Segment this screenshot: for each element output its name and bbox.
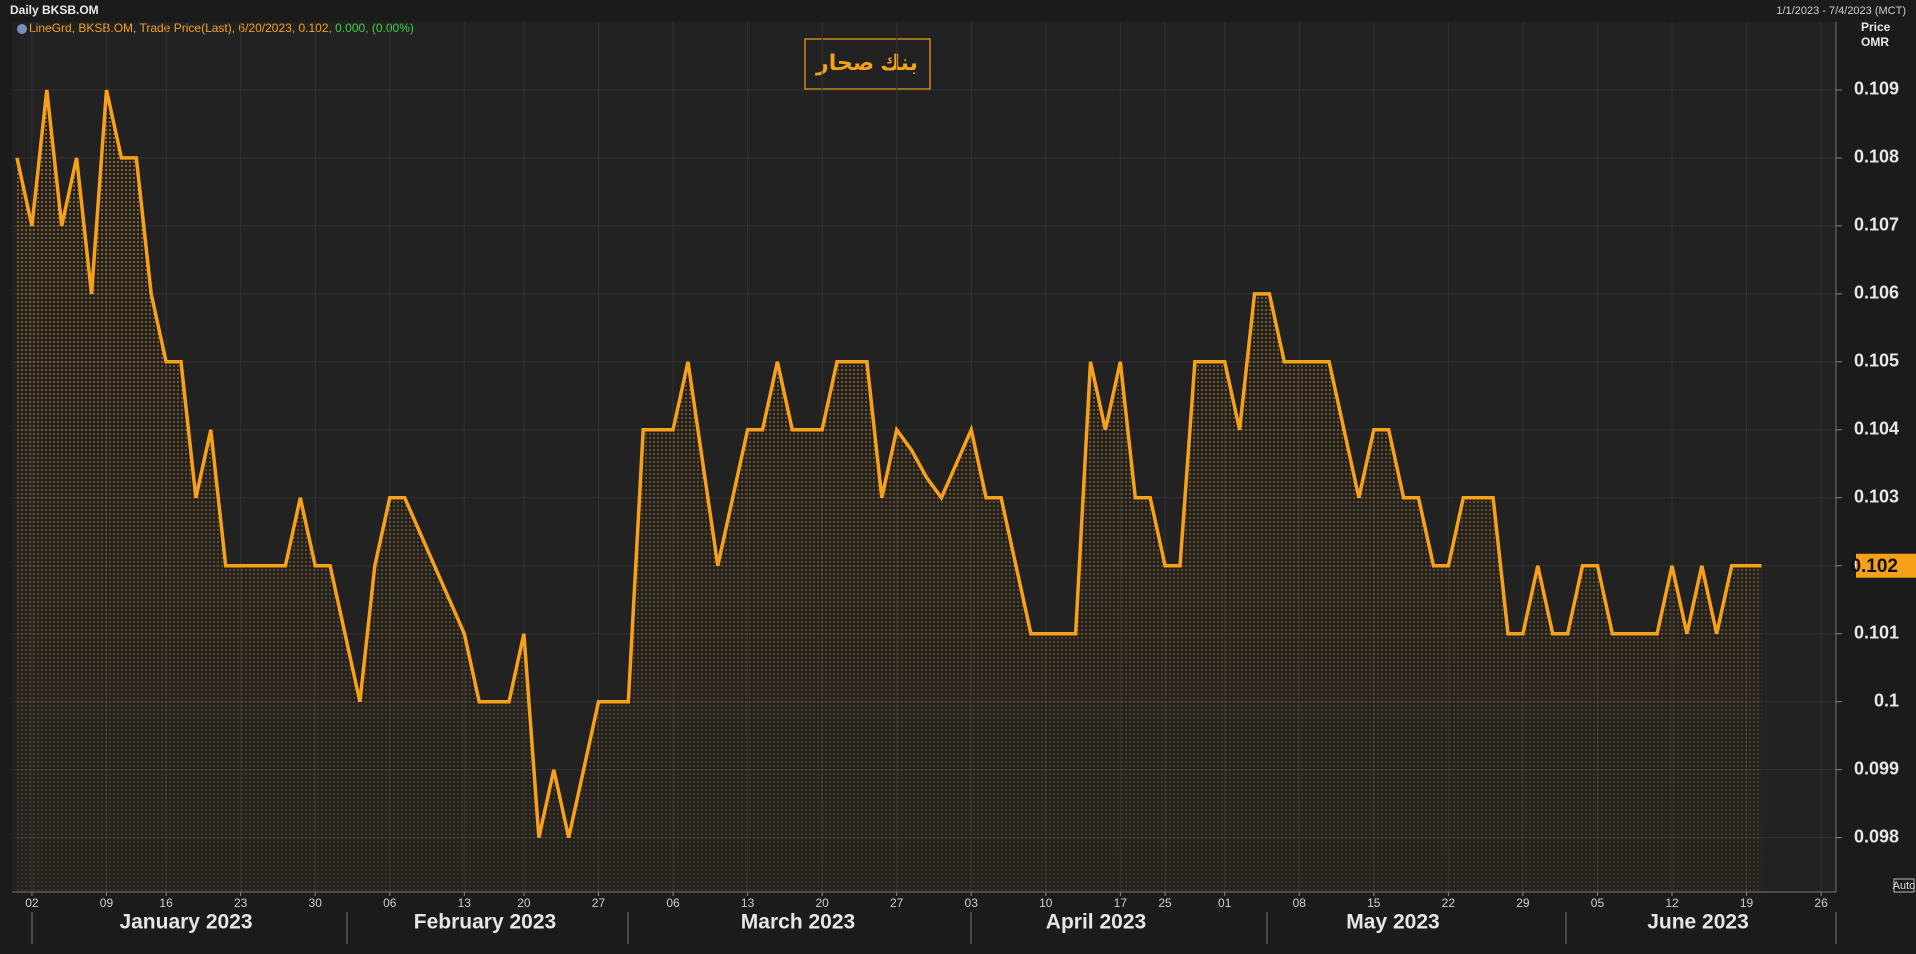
x-tick-label: 22 bbox=[1442, 896, 1456, 910]
legend-text: LineGrd, BKSB.OM, Trade Price(Last), 6/2… bbox=[29, 21, 335, 35]
x-tick-label: 13 bbox=[458, 896, 472, 910]
x-tick-label: 25 bbox=[1158, 896, 1172, 910]
line bbox=[15, 89, 1762, 838]
legend-change: 0.000, (0.00%) bbox=[335, 21, 414, 35]
x-tick-label: 03 bbox=[965, 896, 979, 910]
scale-box bbox=[1893, 878, 1915, 893]
month-label: February 2023 bbox=[414, 911, 556, 934]
last-value-box bbox=[1856, 553, 1916, 578]
x-tick-label: 29 bbox=[1516, 896, 1530, 910]
y-tick-label: 0.109 bbox=[1854, 79, 1899, 99]
x-tick-label: 27 bbox=[890, 896, 904, 910]
y-tick-label: 0.104 bbox=[1854, 419, 1899, 439]
last-value-label: 0.102 bbox=[1850, 556, 1898, 577]
x-tick-label: 09 bbox=[100, 896, 114, 910]
x-tick-label: 05 bbox=[1591, 896, 1605, 910]
x-tick-label: 13 bbox=[741, 896, 755, 910]
x-tick-label: 08 bbox=[1293, 896, 1307, 910]
x-tick-label: 06 bbox=[383, 896, 397, 910]
x-tick-label: 27 bbox=[592, 896, 606, 910]
title-box bbox=[804, 38, 931, 90]
month-label: January 2023 bbox=[119, 911, 252, 934]
x-tick-label: 30 bbox=[309, 896, 323, 910]
y-tick-label: 0.106 bbox=[1854, 283, 1899, 303]
y-axis-label: OMR bbox=[1861, 35, 1889, 49]
y-tick-label: 0.103 bbox=[1854, 487, 1899, 507]
area bbox=[17, 90, 1762, 892]
x-tick-label: 26 bbox=[1814, 896, 1828, 910]
y-axis-label: Price bbox=[1861, 20, 1891, 34]
month-label: June 2023 bbox=[1647, 911, 1749, 934]
x-tick-label: 01 bbox=[1218, 896, 1232, 910]
header: Daily BKSB.OM bbox=[10, 3, 99, 17]
month-label: May 2023 bbox=[1346, 911, 1439, 934]
x-tick-label: 16 bbox=[159, 896, 173, 910]
x-tick-label: 17 bbox=[1114, 896, 1128, 910]
month-label: April 2023 bbox=[1046, 911, 1146, 934]
chart-title: بنك صحار bbox=[815, 50, 918, 75]
x-tick-label: 19 bbox=[1740, 896, 1754, 910]
y-tick-label: 0.107 bbox=[1854, 215, 1899, 235]
legend: LineGrd, BKSB.OM, Trade Price(Last), 6/2… bbox=[29, 21, 414, 35]
x-tick-label: 06 bbox=[666, 896, 680, 910]
x-tick-label: 12 bbox=[1665, 896, 1679, 910]
y-tick-label: 0.108 bbox=[1854, 147, 1899, 167]
x-tick-label: 20 bbox=[517, 896, 531, 910]
x-tick-label: 10 bbox=[1039, 896, 1053, 910]
y-tick-label: 0.098 bbox=[1854, 826, 1899, 846]
y-tick-label: 0.105 bbox=[1854, 351, 1899, 371]
month-label: March 2023 bbox=[741, 911, 855, 934]
date-range: 1/1/2023 - 7/4/2023 (MCT) bbox=[1776, 5, 1906, 17]
y-tick-label: 0.1 bbox=[1874, 690, 1899, 710]
y-tick-label: 0.101 bbox=[1854, 622, 1899, 642]
x-tick-label: 02 bbox=[25, 896, 39, 910]
scale-mode: Auto bbox=[1893, 880, 1916, 892]
x-tick-label: 20 bbox=[815, 896, 829, 910]
y-tick-label: 0.099 bbox=[1854, 758, 1899, 778]
legend-icon bbox=[17, 24, 27, 34]
x-tick-label: 15 bbox=[1367, 896, 1381, 910]
x-tick-label: 23 bbox=[234, 896, 248, 910]
